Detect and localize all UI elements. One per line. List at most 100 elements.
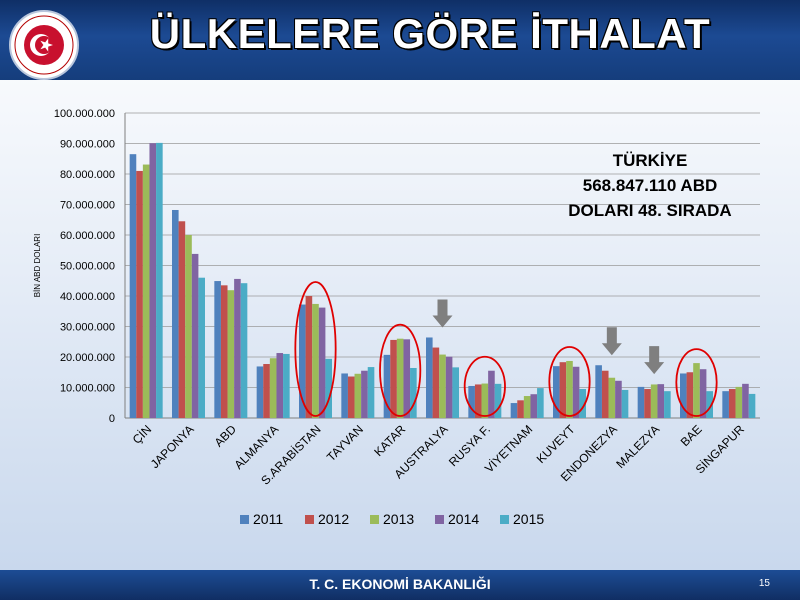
bar [452, 367, 459, 418]
bar [318, 307, 326, 418]
bar [312, 303, 319, 418]
annotation-line-1: TÜRKİYE [612, 151, 688, 170]
bar [410, 367, 417, 418]
slide-title: ÜLKELERE GÖRE İTHALAT [149, 10, 711, 57]
bar [530, 394, 538, 418]
y-tick-label: 100.000.000 [54, 108, 115, 120]
legend-swatch [435, 515, 444, 524]
bar [198, 277, 205, 418]
legend-label: 2011 [253, 511, 283, 527]
x-tick-label: KATAR [371, 422, 408, 459]
y-tick-label: 10.000.000 [60, 383, 115, 395]
crescent-star-icon [14, 15, 74, 75]
legend-swatch [305, 515, 314, 524]
x-tick-label: ABD [212, 422, 240, 450]
legend-label: 2013 [383, 511, 414, 527]
bar [559, 362, 567, 418]
bar [129, 154, 137, 419]
bar [566, 360, 573, 418]
bar [748, 393, 756, 418]
bar [256, 366, 264, 418]
page-number: 15 [758, 578, 770, 589]
legend-label: 2012 [318, 511, 349, 527]
bar [510, 403, 518, 418]
bar [517, 400, 524, 418]
footer-bar: T. C. EKONOMİ BAKANLIĞI 15 [0, 570, 800, 600]
bar [367, 367, 375, 418]
y-tick-label: 70.000.000 [60, 200, 115, 212]
y-axis-title: BİN ABD DOLARI [33, 234, 42, 298]
bar [325, 358, 332, 418]
x-tick-label: TAYVAN [324, 422, 366, 464]
bar [572, 366, 580, 418]
bar [341, 373, 348, 418]
bar [706, 391, 713, 418]
bar [657, 384, 665, 418]
bar [595, 365, 602, 418]
import-chart: 0 10.000.000 20.000.000 30.000.000 40.000.00… [0, 80, 800, 570]
annotation-line-3: DOLARI 48. SIRADA [568, 201, 732, 220]
y-tick-label: 30.000.000 [60, 322, 115, 334]
y-tick-label: 0 [109, 413, 115, 425]
legend-label: 2015 [513, 511, 544, 527]
y-tick-label: 80.000.000 [60, 169, 115, 181]
legend-swatch [240, 515, 249, 524]
x-tick-label: JAPONYA [148, 422, 197, 471]
bar [263, 364, 270, 418]
bar [468, 385, 475, 418]
bar [390, 339, 397, 418]
bar [276, 353, 284, 418]
bar [354, 373, 362, 418]
x-tick-label: BAE [678, 422, 705, 449]
bar [240, 283, 248, 418]
bar [553, 366, 560, 418]
highlight-circle [379, 323, 422, 417]
annotation-line-2: 568.847.110 ABD [582, 176, 718, 195]
bar [742, 383, 749, 418]
bar [445, 356, 453, 418]
bar-chart-svg: 0 10.000.000 20.000.000 30.000.000 40.000.00… [33, 108, 760, 527]
bar [644, 389, 651, 418]
down-arrow-icon [432, 299, 453, 328]
bar [722, 391, 729, 418]
bar [227, 290, 235, 418]
y-tick-label: 60.000.000 [60, 230, 115, 242]
bar [178, 221, 186, 418]
bar [608, 377, 616, 418]
bar [523, 396, 531, 418]
bar [728, 389, 736, 418]
highlight-circle [463, 355, 506, 417]
bar [283, 353, 290, 418]
bar [699, 369, 707, 418]
bar [488, 370, 495, 418]
bar [214, 281, 221, 418]
bar [347, 376, 355, 418]
bar [615, 380, 622, 418]
down-arrow-icon [644, 346, 665, 375]
bar [269, 358, 277, 418]
bar [361, 370, 368, 418]
bar [426, 337, 433, 418]
highlight-circle [548, 346, 591, 417]
header-bar: ÜLKELERE GÖRE İTHALAT [0, 0, 800, 80]
bar [403, 339, 411, 418]
x-tick-label: ÇİN [130, 422, 155, 447]
x-tick-label: KUVEYT [534, 422, 578, 466]
bar [474, 384, 482, 418]
bar [383, 354, 391, 418]
legend-swatch [370, 515, 379, 524]
bar [142, 164, 150, 418]
bar [305, 296, 313, 418]
bar [664, 391, 671, 418]
legend-label: 2014 [448, 511, 479, 527]
x-tick-label: MALEZYA [613, 422, 662, 471]
bar [156, 142, 163, 418]
ministry-logo [9, 10, 79, 80]
bar [537, 388, 544, 418]
highlight-circle [675, 348, 718, 417]
down-arrow-icon [601, 327, 622, 356]
y-tick-label: 40.000.000 [60, 291, 115, 303]
bar [299, 304, 306, 418]
bar [621, 389, 629, 418]
y-tick-label: 90.000.000 [60, 139, 115, 151]
